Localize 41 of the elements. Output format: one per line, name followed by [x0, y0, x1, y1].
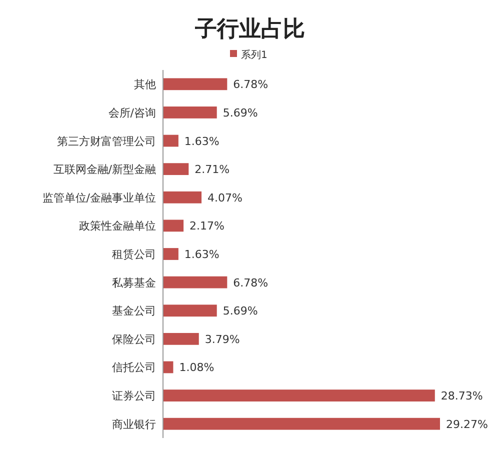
data-label: 3.79% [204, 332, 240, 346]
bar [163, 106, 217, 118]
bar [163, 304, 217, 317]
data-label: 5.69% [222, 106, 258, 120]
bar [163, 78, 228, 90]
data-label: 4.07% [208, 191, 242, 204]
y-tick-label: 其他 [134, 78, 156, 92]
bar [163, 248, 178, 260]
y-tick-label: 租赁公司 [112, 248, 156, 261]
y-tick-label: 保险公司 [112, 332, 156, 346]
y-tick-label: 证券公司 [112, 390, 156, 403]
y-tick-label: 商业银行 [112, 418, 156, 431]
data-label: 29.27% [446, 418, 488, 431]
legend-label: 系列1 [241, 49, 268, 61]
bar [163, 418, 440, 430]
y-tick-label: 监管单位/金融事业单位 [42, 191, 156, 204]
bar [163, 134, 178, 147]
y-tick-label: 私募基金 [112, 276, 156, 290]
y-tick-label: 政策性金融单位 [79, 220, 156, 233]
data-label: 1.63% [184, 248, 220, 261]
y-tick-label: 第三方财富管理公司 [57, 134, 156, 148]
bar [163, 276, 228, 288]
y-tick-label: 基金公司 [112, 304, 156, 318]
data-label: 1.63% [184, 134, 220, 148]
data-label: 6.78% [233, 78, 268, 92]
y-tick-label: 互联网金融/新型金融 [53, 163, 156, 176]
bar [163, 390, 435, 402]
bar [163, 332, 199, 345]
y-tick-label: 信托公司 [112, 361, 156, 374]
bar [163, 361, 174, 374]
chart-title: 子行业占比 [194, 17, 305, 42]
data-label: 5.69% [222, 304, 258, 318]
bar [163, 191, 202, 204]
bar [163, 163, 189, 176]
y-tick-label: 会所/咨询 [108, 106, 156, 120]
data-label: 1.08% [179, 361, 214, 374]
bar [163, 220, 184, 232]
data-label: 2.17% [190, 220, 224, 233]
data-label: 6.78% [233, 276, 268, 290]
data-label: 2.71% [194, 163, 230, 176]
data-label: 28.73% [440, 390, 483, 403]
